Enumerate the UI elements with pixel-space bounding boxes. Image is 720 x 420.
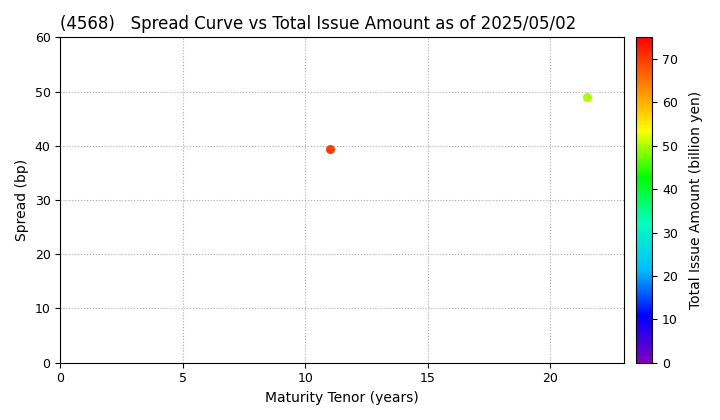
Point — [324, 145, 336, 152]
Point — [581, 94, 593, 100]
Text: (4568)   Spread Curve vs Total Issue Amount as of 2025/05/02: (4568) Spread Curve vs Total Issue Amoun… — [60, 15, 577, 33]
Y-axis label: Spread (bp): Spread (bp) — [15, 159, 29, 241]
Y-axis label: Total Issue Amount (billion yen): Total Issue Amount (billion yen) — [689, 91, 703, 309]
X-axis label: Maturity Tenor (years): Maturity Tenor (years) — [265, 391, 419, 405]
